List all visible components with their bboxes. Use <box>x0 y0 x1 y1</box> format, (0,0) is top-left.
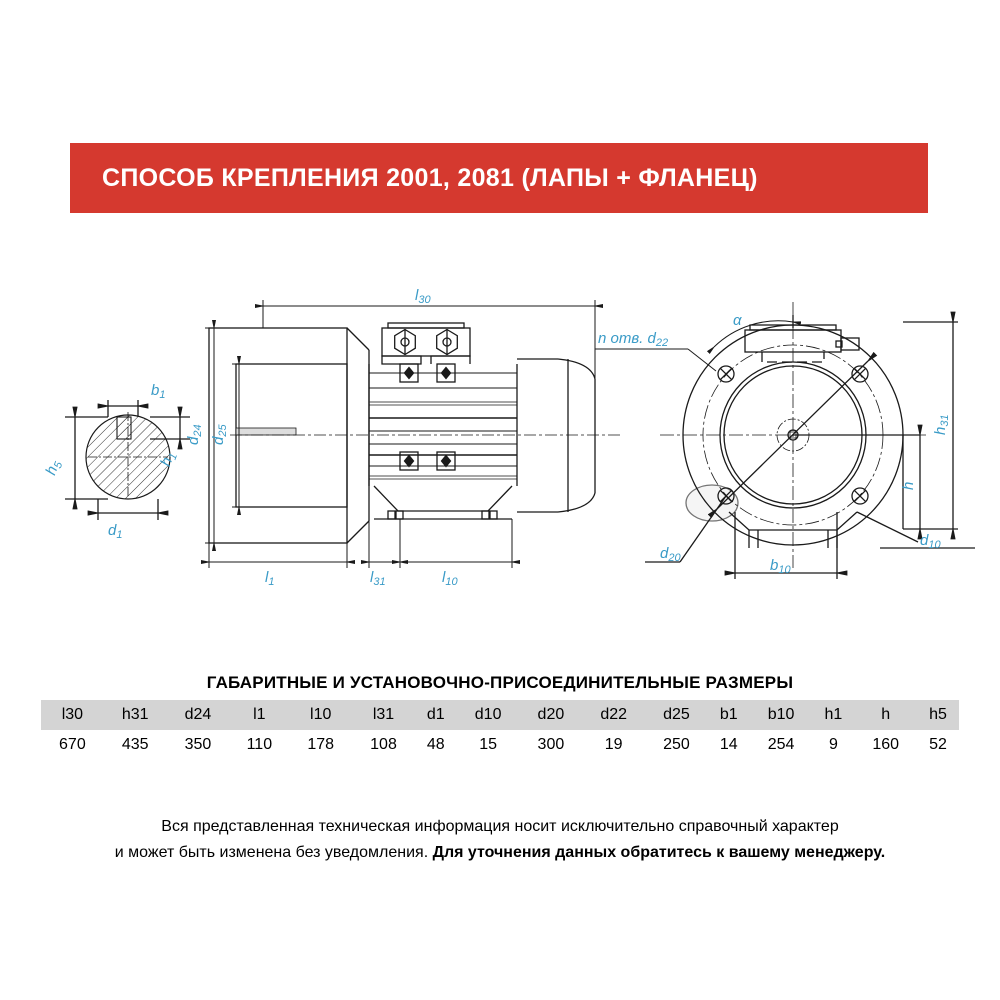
svg-text:α: α <box>733 312 742 329</box>
svg-text:l10: l10 <box>442 569 458 588</box>
svg-text:h31: h31 <box>932 414 951 435</box>
svg-text:h: h <box>900 482 917 490</box>
svg-text:d20: d20 <box>660 545 681 564</box>
svg-text:l1: l1 <box>265 569 274 588</box>
svg-text:b1: b1 <box>151 382 165 401</box>
svg-text:d1: d1 <box>108 522 122 541</box>
svg-text:h5: h5 <box>42 457 65 478</box>
svg-text:d24: d24 <box>185 424 204 445</box>
svg-text:n отв. d22: n отв. d22 <box>598 330 668 349</box>
svg-text:d10: d10 <box>920 532 941 551</box>
svg-text:b10: b10 <box>770 557 791 576</box>
svg-text:l31: l31 <box>370 569 386 588</box>
svg-text:l30: l30 <box>415 287 431 306</box>
svg-text:d25: d25 <box>210 424 229 445</box>
